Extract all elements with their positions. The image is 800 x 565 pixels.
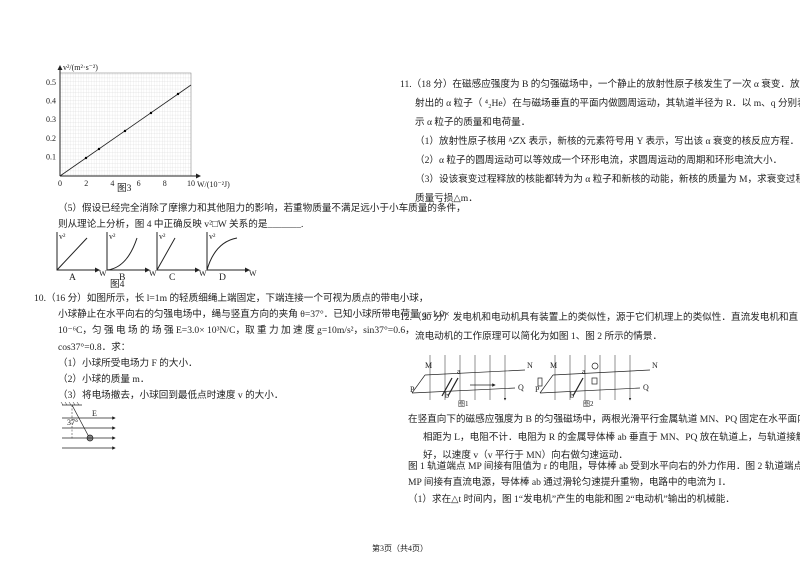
y-tick-label: 0.4	[46, 97, 56, 106]
question-line: （5）假设已经完全消除了摩擦力和其他阻力的影响，若重物质量不满足远小于小车质量的…	[58, 203, 466, 214]
question-line: 则从理论上分析，图 4 中正确反映 v²□W 关系的是_______.	[58, 219, 304, 230]
axis-label: v²	[59, 232, 66, 241]
fig4-graphs: v² Wv² Wv² Wv² W	[56, 232, 257, 278]
angle-label: 37°	[67, 418, 78, 427]
fig-label: M	[425, 361, 432, 370]
footer: 第3页（共4页）	[372, 544, 428, 553]
curve	[156, 237, 176, 271]
y-tick-label: 0.1	[46, 152, 56, 161]
fig-label: a	[582, 367, 586, 376]
question-line: 12.（20 分）发电机和电动机具有装置上的类似性，源于它们机理上的类似性．直流…	[400, 312, 799, 323]
axis-label: W	[199, 269, 207, 278]
option-label: D	[219, 272, 226, 283]
fig-label: a	[457, 367, 461, 376]
question-line: MP 间接有直流电源，导体棒 ab 通过滑轮匀速提升重物，电路中的电流为 I．	[408, 477, 732, 488]
x-tick-label: 4	[110, 179, 114, 188]
fig-label: b	[445, 391, 449, 400]
fig-label: Q	[643, 383, 649, 392]
caption: 图3	[117, 183, 132, 194]
question-line: cos37°=0.8．求：	[58, 341, 131, 353]
option-label: A	[69, 272, 76, 283]
fig-label: P	[410, 385, 415, 394]
caption: 图1	[458, 400, 469, 408]
curve	[56, 237, 88, 271]
question-line: （2）α 粒子的圆周运动可以等效成一个环形电流，求圆周运动的周期和环形电流大小．	[415, 155, 783, 166]
y-tick-label: 0.3	[46, 115, 56, 124]
axis-label: v²	[159, 232, 166, 241]
fig-label: b	[570, 391, 574, 400]
x-tick-label: 6	[137, 179, 141, 188]
question-line: 相距为 L，电阻不计．电阻为 R 的金属导体棒 ab 垂直于 MN、PQ 放在轨…	[423, 432, 800, 443]
axis-label: W	[149, 269, 157, 278]
x-tick-label: 8	[163, 179, 167, 188]
question-line: 11.（18 分）在磁感应强度为 B 的匀强磁场中，一个静止的放射性原子核发生了…	[400, 79, 800, 90]
question-line: （1）求在△t 时间内，图 1“发电机”产生的电能和图 2“电动机”输出的机械能…	[408, 494, 735, 505]
question-line: 小球静止在水平向右的匀强电场中，绳与竖直方向的夹角 θ=37°．已知小球所带电荷…	[58, 309, 450, 321]
question-line: 示 α 粒子的质量和电荷量．	[415, 117, 531, 128]
y-axis-label: v²/(m²·s⁻²)	[63, 63, 98, 72]
axis-label: W	[99, 269, 107, 278]
axis-label: v²	[209, 232, 216, 241]
fig-label: N	[527, 361, 533, 370]
question-line: 质量亏损△m．	[415, 193, 478, 204]
fig-label: Q	[518, 383, 524, 392]
x-tick-label: 0	[58, 179, 62, 188]
question-line: 在竖直向下的磁感应强度为 B 的匀强磁场中，两根光滑平行金属轨道 MN、PQ 固…	[408, 414, 800, 425]
caption: 图4	[110, 279, 125, 290]
x-tick-label: 2	[84, 179, 88, 188]
x-tick-label: 10	[187, 179, 195, 188]
question-line: （3）设该衰变过程释放的核能都转为为 α 粒子和新核的动能，新核的质量为 M，求…	[415, 174, 800, 185]
caption: 图2	[583, 400, 594, 408]
question-line: （3）将电场撤去，小球回到最低点时速度 v 的大小．	[58, 390, 284, 402]
question-line: 10⁻⁶C，匀 强 电 场 的 场 强 E=3.0× 10³N/C，取 重 力 …	[58, 325, 415, 337]
q12-figures	[411, 355, 651, 400]
axis-label: W	[249, 269, 257, 278]
q10-figure	[60, 401, 116, 450]
axis-label: v²	[109, 232, 116, 241]
fig-label: P	[535, 385, 540, 394]
fig3-plot	[57, 65, 201, 179]
question-line: （1）小球所受电场力 F 的大小．	[58, 357, 198, 369]
curve	[206, 237, 238, 271]
curve	[106, 237, 138, 271]
question-line: 射出的 α 粒子（ ⁴₂He）在与磁场垂直的平面内做圆周运动，其轨道半径为 R．…	[415, 98, 800, 109]
question-line: 流电动机的工作原理可以简化为如图 1、图 2 所示的情景．	[415, 331, 663, 342]
question-line: 图 1 轨道端点 MP 间接有阻值为 r 的电阻，导体棒 ab 受到水平向右的外…	[408, 461, 800, 472]
x-axis-label: W/(10⁻²J)	[197, 180, 230, 189]
y-tick-label: 0.5	[46, 78, 56, 87]
y-tick-label: 0.2	[46, 134, 56, 143]
fig-label: N	[652, 361, 658, 370]
question-line: （2）小球的质量 m．	[58, 374, 150, 385]
fig-label: M	[550, 361, 557, 370]
option-label: C	[169, 272, 176, 283]
field-label: E	[92, 409, 97, 418]
question-line: 10.（16 分）如图所示，长 l=1m 的轻质细绳上端固定，下端连接一个可视为…	[34, 293, 429, 304]
question-line: 好，以速度 v（v 平行于 MN）向右做匀速运动．	[423, 450, 628, 461]
question-line: （1）放射性原子核用 ᴬ𝑍X 表示，新核的元素符号用 Y 表示，写出该 α 衰变…	[415, 136, 800, 147]
option-label: B	[119, 272, 126, 283]
